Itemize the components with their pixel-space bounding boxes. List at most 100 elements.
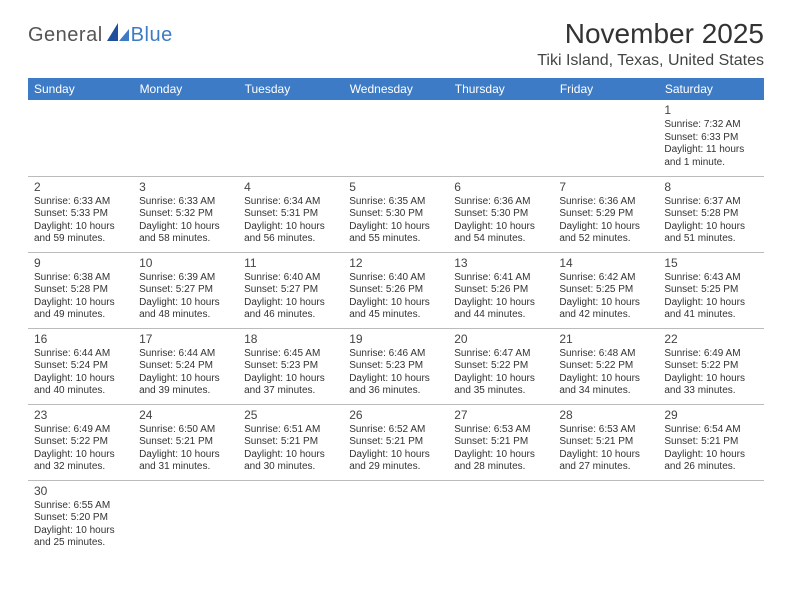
location-subtitle: Tiki Island, Texas, United States — [537, 52, 764, 70]
calendar-cell: 23Sunrise: 6:49 AMSunset: 5:22 PMDayligh… — [28, 404, 133, 480]
daylight-line: Daylight: 10 hours and 52 minutes. — [559, 221, 652, 246]
sunrise-line: Sunrise: 6:39 AM — [139, 272, 232, 285]
sunset-line: Sunset: 5:21 PM — [139, 436, 232, 449]
day-number: 22 — [664, 332, 757, 347]
daylight-line: Daylight: 10 hours and 55 minutes. — [349, 221, 442, 246]
day-number: 25 — [244, 408, 337, 423]
sunset-line: Sunset: 5:22 PM — [454, 360, 547, 373]
day-header: Friday — [553, 78, 658, 100]
daylight-line: Daylight: 10 hours and 28 minutes. — [454, 449, 547, 474]
day-header: Thursday — [448, 78, 553, 100]
sunrise-line: Sunrise: 6:55 AM — [34, 500, 127, 513]
sunrise-line: Sunrise: 6:36 AM — [454, 196, 547, 209]
calendar-cell: 25Sunrise: 6:51 AMSunset: 5:21 PMDayligh… — [238, 404, 343, 480]
sunrise-line: Sunrise: 6:51 AM — [244, 424, 337, 437]
daylight-line: Daylight: 10 hours and 56 minutes. — [244, 221, 337, 246]
calendar-cell: 18Sunrise: 6:45 AMSunset: 5:23 PMDayligh… — [238, 328, 343, 404]
sunrise-line: Sunrise: 6:34 AM — [244, 196, 337, 209]
calendar-cell: 27Sunrise: 6:53 AMSunset: 5:21 PMDayligh… — [448, 404, 553, 480]
day-number: 5 — [349, 180, 442, 195]
sunset-line: Sunset: 5:22 PM — [34, 436, 127, 449]
calendar-body: 1Sunrise: 7:32 AMSunset: 6:33 PMDaylight… — [28, 100, 764, 556]
sunrise-line: Sunrise: 6:33 AM — [34, 196, 127, 209]
calendar-cell — [238, 100, 343, 176]
day-number: 12 — [349, 256, 442, 271]
day-number: 24 — [139, 408, 232, 423]
day-number: 10 — [139, 256, 232, 271]
day-number: 27 — [454, 408, 547, 423]
daylight-line: Daylight: 10 hours and 44 minutes. — [454, 297, 547, 322]
day-number: 1 — [664, 103, 757, 118]
sunrise-line: Sunrise: 6:45 AM — [244, 348, 337, 361]
sunset-line: Sunset: 5:28 PM — [34, 284, 127, 297]
daylight-line: Daylight: 10 hours and 34 minutes. — [559, 373, 652, 398]
daylight-line: Daylight: 10 hours and 40 minutes. — [34, 373, 127, 398]
day-number: 30 — [34, 484, 127, 499]
calendar-cell — [553, 100, 658, 176]
day-number: 16 — [34, 332, 127, 347]
sunset-line: Sunset: 5:33 PM — [34, 208, 127, 221]
sunset-line: Sunset: 5:30 PM — [454, 208, 547, 221]
sunrise-line: Sunrise: 6:35 AM — [349, 196, 442, 209]
sunrise-line: Sunrise: 6:38 AM — [34, 272, 127, 285]
sunset-line: Sunset: 5:28 PM — [664, 208, 757, 221]
calendar-row: 2Sunrise: 6:33 AMSunset: 5:33 PM Daylight… — [28, 176, 764, 252]
day-number: 18 — [244, 332, 337, 347]
day-number: 4 — [244, 180, 337, 195]
sunrise-line: Sunrise: 6:47 AM — [454, 348, 547, 361]
sunrise-line: Sunrise: 6:42 AM — [559, 272, 652, 285]
daylight-line: Daylight: 10 hours and 25 minutes. — [34, 525, 127, 550]
sunrise-line: Sunrise: 6:54 AM — [664, 424, 757, 437]
calendar-cell: 15Sunrise: 6:43 AMSunset: 5:25 PMDayligh… — [658, 252, 763, 328]
sunset-line: Sunset: 5:24 PM — [34, 360, 127, 373]
daylight-line: Daylight: 10 hours and 39 minutes. — [139, 373, 232, 398]
sunset-line: Sunset: 5:26 PM — [454, 284, 547, 297]
calendar-cell: 16Sunrise: 6:44 AMSunset: 5:24 PMDayligh… — [28, 328, 133, 404]
calendar-cell — [238, 480, 343, 556]
calendar-cell: 30Sunrise: 6:55 AMSunset: 5:20 PMDayligh… — [28, 480, 133, 556]
calendar-cell: 6Sunrise: 6:36 AMSunset: 5:30 PMDaylight… — [448, 176, 553, 252]
sunset-line: Sunset: 5:21 PM — [244, 436, 337, 449]
calendar-cell: 14Sunrise: 6:42 AMSunset: 5:25 PMDayligh… — [553, 252, 658, 328]
calendar-cell: 20Sunrise: 6:47 AMSunset: 5:22 PMDayligh… — [448, 328, 553, 404]
calendar-cell: 22Sunrise: 6:49 AMSunset: 5:22 PMDayligh… — [658, 328, 763, 404]
daylight-line: Daylight: 10 hours and 54 minutes. — [454, 221, 547, 246]
sunset-line: Sunset: 5:29 PM — [559, 208, 652, 221]
sunrise-line: Sunrise: 6:49 AM — [664, 348, 757, 361]
calendar-cell: 9Sunrise: 6:38 AMSunset: 5:28 PMDaylight… — [28, 252, 133, 328]
sunrise-line: Sunrise: 6:44 AM — [34, 348, 127, 361]
day-number: 26 — [349, 408, 442, 423]
sunset-line: Sunset: 5:25 PM — [664, 284, 757, 297]
sunrise-line: Sunrise: 6:43 AM — [664, 272, 757, 285]
sunset-line: Sunset: 5:25 PM — [559, 284, 652, 297]
day-number: 14 — [559, 256, 652, 271]
sunrise-line: Sunrise: 6:53 AM — [559, 424, 652, 437]
calendar-table: Sunday Monday Tuesday Wednesday Thursday… — [28, 78, 764, 556]
calendar-cell — [28, 100, 133, 176]
daylight-line: Daylight: 10 hours and 51 minutes. — [664, 221, 757, 246]
day-number: 15 — [664, 256, 757, 271]
day-number: 6 — [454, 180, 547, 195]
day-header: Monday — [133, 78, 238, 100]
calendar-cell: 1Sunrise: 7:32 AMSunset: 6:33 PMDaylight… — [658, 100, 763, 176]
day-number: 2 — [34, 180, 127, 195]
daylight-line: Daylight: 10 hours and 35 minutes. — [454, 373, 547, 398]
logo-text-general: General — [28, 24, 103, 47]
sunrise-line: Sunrise: 6:53 AM — [454, 424, 547, 437]
calendar-cell: 24Sunrise: 6:50 AMSunset: 5:21 PMDayligh… — [133, 404, 238, 480]
calendar-cell: 21Sunrise: 6:48 AMSunset: 5:22 PMDayligh… — [553, 328, 658, 404]
day-number: 9 — [34, 256, 127, 271]
calendar-cell — [658, 480, 763, 556]
sunset-line: Sunset: 5:27 PM — [139, 284, 232, 297]
daylight-line: Daylight: 10 hours and 27 minutes. — [559, 449, 652, 474]
daylight-line: Daylight: 10 hours and 31 minutes. — [139, 449, 232, 474]
calendar-cell: 11Sunrise: 6:40 AMSunset: 5:27 PMDayligh… — [238, 252, 343, 328]
sunset-line: Sunset: 5:20 PM — [34, 512, 127, 525]
daylight-line: Daylight: 10 hours and 32 minutes. — [34, 449, 127, 474]
sunrise-line: Sunrise: 6:46 AM — [349, 348, 442, 361]
sunset-line: Sunset: 5:27 PM — [244, 284, 337, 297]
daylight-line: Daylight: 10 hours and 37 minutes. — [244, 373, 337, 398]
sunrise-line: Sunrise: 6:52 AM — [349, 424, 442, 437]
calendar-row: 30Sunrise: 6:55 AMSunset: 5:20 PMDayligh… — [28, 480, 764, 556]
calendar-row: 1Sunrise: 7:32 AMSunset: 6:33 PMDaylight… — [28, 100, 764, 176]
